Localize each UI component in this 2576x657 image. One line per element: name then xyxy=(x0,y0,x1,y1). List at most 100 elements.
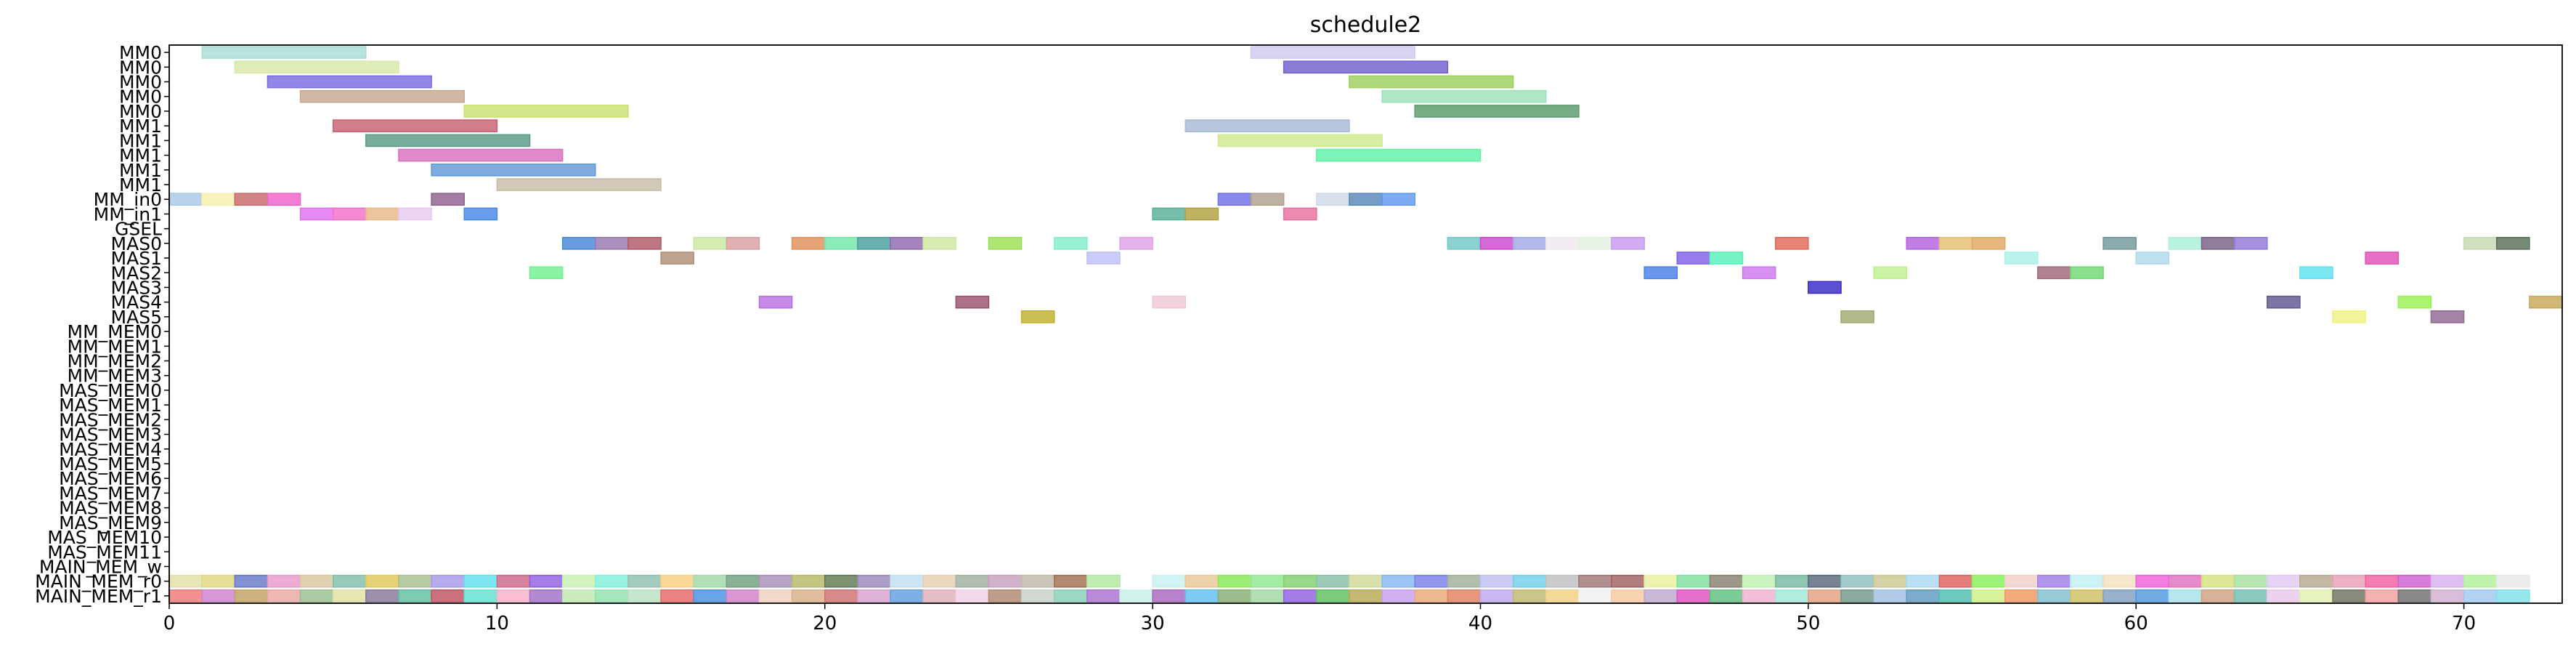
memory-slot-bar xyxy=(1349,589,1383,602)
task-bar xyxy=(2102,237,2137,250)
task-bar xyxy=(1742,266,1776,280)
y-tick-label: GSEL xyxy=(115,219,162,240)
memory-slot-bar xyxy=(234,589,269,602)
task-bar xyxy=(1971,237,2006,250)
memory-slot-bar xyxy=(365,574,399,588)
memory-slot-bar xyxy=(1578,574,1612,588)
y-tick-label: MAS_MEM8 xyxy=(59,498,162,519)
task-bar xyxy=(463,105,629,118)
task-bar xyxy=(168,193,203,206)
y-tick-label: MAS_MEM5 xyxy=(59,454,162,475)
memory-slot-bar xyxy=(2299,574,2333,588)
y-tick-label: MAS_MEM4 xyxy=(59,439,162,460)
task-bar xyxy=(2135,251,2170,265)
memory-slot-bar xyxy=(1742,589,1776,602)
task-bar xyxy=(1774,237,1809,250)
memory-slot-bar xyxy=(201,589,236,602)
task-bar xyxy=(1152,207,1186,221)
memory-slot-bar xyxy=(922,574,957,588)
memory-slot-bar xyxy=(693,589,728,602)
memory-slot-bar xyxy=(758,589,793,602)
task-bar xyxy=(1217,134,1383,148)
task-bar xyxy=(1676,251,1711,265)
memory-slot-bar xyxy=(2397,574,2432,588)
task-bar xyxy=(726,237,760,250)
task-bar xyxy=(2332,310,2366,323)
task-bar xyxy=(1349,75,1514,89)
task-bar xyxy=(2070,266,2104,280)
memory-slot-bar xyxy=(627,589,662,602)
task-bar xyxy=(988,237,1023,250)
y-tick-label: MAS0 xyxy=(111,233,162,254)
y-tick-label: MAS_MEM6 xyxy=(59,468,162,489)
memory-slot-bar xyxy=(1938,574,1973,588)
task-bar xyxy=(2233,237,2268,250)
memory-slot-bar xyxy=(1185,574,1219,588)
memory-slot-bar xyxy=(1086,574,1121,588)
y-tick-label: MAS_MEM9 xyxy=(59,512,162,533)
memory-slot-bar xyxy=(1152,574,1186,588)
memory-slot-bar xyxy=(791,574,826,588)
y-tick-label: MAIN_MEM_r1 xyxy=(35,586,162,607)
task-bar xyxy=(1643,266,1678,280)
memory-slot-bar xyxy=(496,589,531,602)
task-bar xyxy=(1381,89,1547,103)
task-bar xyxy=(1447,237,1482,250)
memory-slot-bar xyxy=(2102,589,2137,602)
task-bar xyxy=(627,237,662,250)
memory-slot-bar xyxy=(1185,589,1219,602)
memory-slot-bar xyxy=(2070,589,2104,602)
memory-slot-bar xyxy=(1414,589,1449,602)
x-tick-label: 60 xyxy=(2124,613,2148,634)
memory-slot-bar xyxy=(267,589,301,602)
memory-slot-bar xyxy=(1840,589,1874,602)
memory-slot-bar xyxy=(299,574,334,588)
task-bar xyxy=(1217,193,1252,206)
task-bar xyxy=(1578,237,1612,250)
y-tick-label: MAS1 xyxy=(111,248,162,269)
memory-slot-bar xyxy=(1676,574,1711,588)
y-tick-label: MAS2 xyxy=(111,262,162,283)
y-tick-label: MM1 xyxy=(119,130,162,151)
memory-slot-bar xyxy=(463,589,498,602)
memory-slot-bar xyxy=(726,574,760,588)
task-bar xyxy=(1611,237,1645,250)
memory-slot-bar xyxy=(1643,589,1678,602)
memory-slot-bar xyxy=(1316,589,1350,602)
task-bar xyxy=(1873,266,1908,280)
task-bar xyxy=(890,237,924,250)
y-tick-label: MM_in1 xyxy=(94,203,162,225)
task-bar xyxy=(1316,148,1482,162)
memory-slot-bar xyxy=(1479,589,1514,602)
task-bar xyxy=(1414,105,1580,118)
task-bar xyxy=(1185,119,1350,132)
memory-slot-bar xyxy=(2037,589,2071,602)
memory-slot-bar xyxy=(1053,589,1088,602)
memory-slot-bar xyxy=(1971,589,2006,602)
task-bar xyxy=(2463,237,2498,250)
y-tick-label: MAS_MEM3 xyxy=(59,424,162,446)
y-tick-label: MM0 xyxy=(119,72,162,93)
task-bar xyxy=(234,193,269,206)
task-bar xyxy=(529,266,564,280)
y-tick-label: MM_MEM3 xyxy=(68,366,162,387)
y-tick-label: MM_in0 xyxy=(94,189,162,210)
y-tick-label: MAS_MEM1 xyxy=(59,395,162,416)
memory-slot-bar xyxy=(529,589,564,602)
memory-slot-bar xyxy=(1774,574,1809,588)
memory-slot-bar xyxy=(168,589,203,602)
memory-slot-bar xyxy=(2201,589,2235,602)
memory-slot-bar xyxy=(595,574,629,588)
memory-slot-bar xyxy=(1250,574,1285,588)
memory-slot-bar xyxy=(1053,574,1088,588)
memory-slot-bar xyxy=(2233,574,2268,588)
task-bar xyxy=(332,119,498,132)
task-bar xyxy=(299,89,465,103)
memory-slot-bar xyxy=(1086,589,1121,602)
memory-slot-bar xyxy=(988,589,1023,602)
task-bar xyxy=(463,207,498,221)
x-tick-label: 40 xyxy=(1468,613,1492,634)
task-bar xyxy=(758,295,793,309)
task-bar xyxy=(201,46,367,59)
